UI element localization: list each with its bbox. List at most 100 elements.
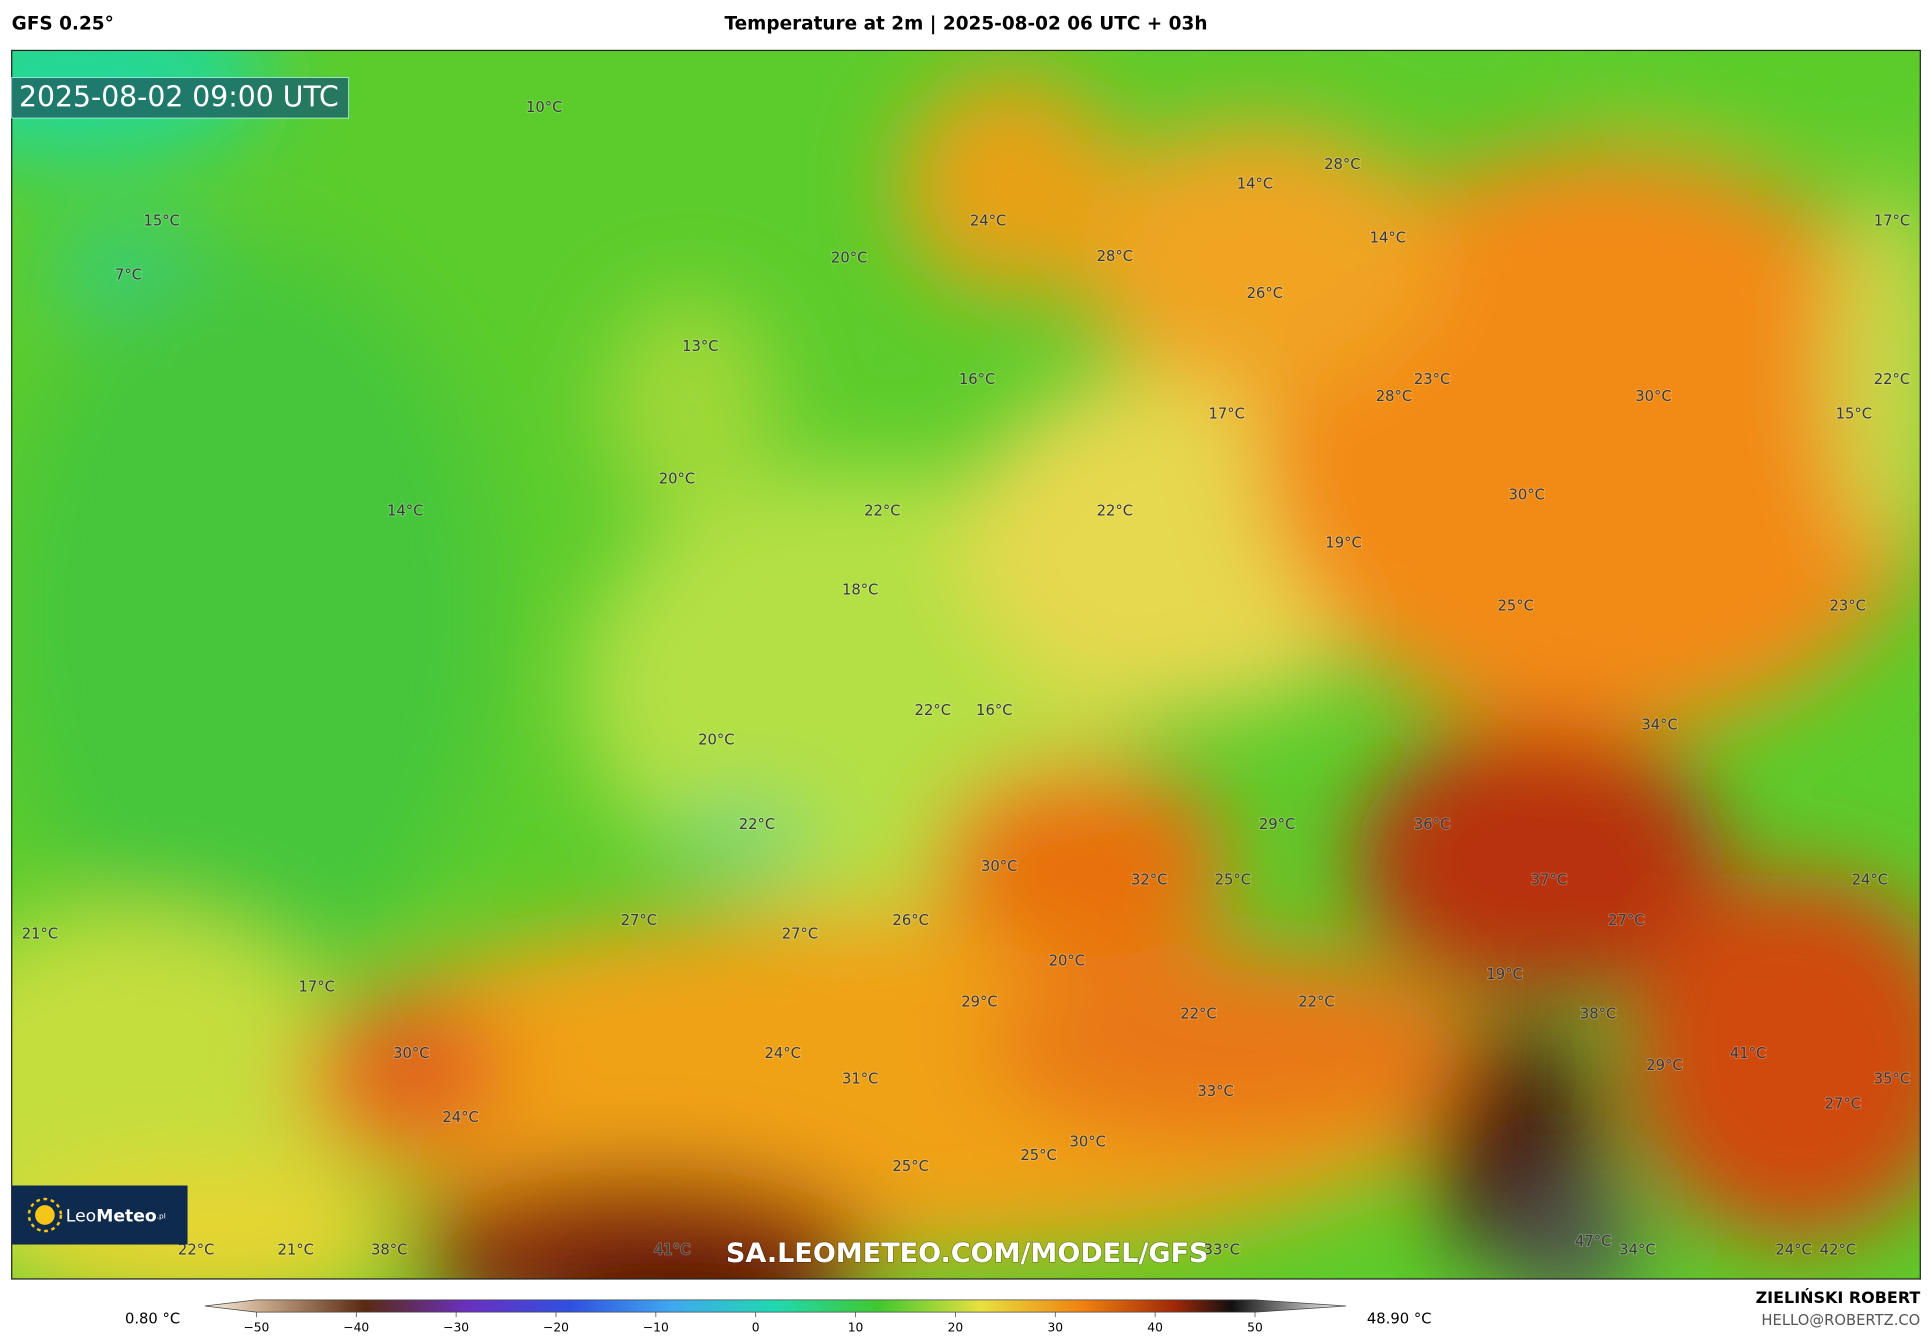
colorbar-tick-label: 50 <box>1247 1321 1263 1335</box>
temperature-zone <box>1625 873 1921 1243</box>
temperature-label: 22°C <box>1874 371 1910 388</box>
temperature-label: 47°C <box>1575 1233 1611 1250</box>
temperature-label: 27°C <box>1608 912 1644 929</box>
logo-light: Leo <box>66 1206 96 1226</box>
logo-sun <box>35 1205 55 1225</box>
temperature-zone <box>1354 725 1724 997</box>
temperature-label: 30°C <box>1509 487 1545 504</box>
temperature-label: 38°C <box>371 1242 407 1259</box>
temperature-zone <box>563 1260 794 1279</box>
map-title: Temperature at 2m | 2025-08-02 06 UTC + … <box>725 14 1208 35</box>
temperature-label: 19°C <box>1486 966 1522 983</box>
temperature-label: 15°C <box>143 212 179 229</box>
temperature-label: 25°C <box>1497 597 1533 614</box>
model-name: GFS 0.25° <box>12 14 114 35</box>
temperature-label: 33°C <box>1197 1083 1233 1100</box>
colorbar-tick-label: 20 <box>948 1321 964 1335</box>
temperature-label: 22°C <box>915 702 951 719</box>
temperature-label: 17°C <box>298 979 334 996</box>
temperature-label: 30°C <box>1070 1133 1106 1150</box>
temperature-label: 30°C <box>393 1045 429 1062</box>
colorbar-tick-label: −30 <box>443 1321 469 1335</box>
temperature-label: 22°C <box>1097 503 1133 520</box>
temperature-label: 14°C <box>1370 230 1406 247</box>
colorbar-min: 0.80 °C <box>125 1311 180 1328</box>
watermark: SA.LEOMETEO.COM/MODEL/GFS <box>726 1238 1209 1269</box>
temperature-label: 30°C <box>1635 388 1671 405</box>
temperature-zone <box>309 996 507 1144</box>
temperature-zone <box>899 73 1121 296</box>
colorbar-tick-label: 0 <box>752 1321 760 1335</box>
temperature-label: 20°C <box>831 249 867 266</box>
temperature-label: 26°C <box>892 912 928 929</box>
temperature-zone <box>604 295 777 517</box>
colorbar-tick-label: 10 <box>848 1321 864 1335</box>
temperature-label: 21°C <box>278 1242 314 1259</box>
temperature-label: 25°C <box>1020 1147 1056 1164</box>
logo-bold: Meteo <box>96 1206 157 1226</box>
temperature-label: 16°C <box>976 702 1012 719</box>
temperature-label: 41°C <box>1730 1045 1766 1062</box>
logo-suffix: .pl <box>157 1211 166 1220</box>
temperature-label: 7°C <box>115 266 142 283</box>
temperature-label: 38°C <box>1580 1006 1616 1023</box>
temperature-zone <box>1588 50 1921 123</box>
temperature-label: 32°C <box>1131 872 1167 889</box>
temperature-label: 37°C <box>1531 872 1567 889</box>
temperature-label: 22°C <box>1180 1006 1216 1023</box>
temperature-label: 19°C <box>1325 535 1361 552</box>
temperature-label: 28°C <box>1376 388 1412 405</box>
temperature-label: 23°C <box>1830 597 1866 614</box>
temperature-label: 22°C <box>864 503 900 520</box>
colorbar <box>204 1299 1347 1313</box>
temperature-label: 21°C <box>22 926 58 943</box>
temperature-label: 24°C <box>970 212 1006 229</box>
contact: HELLO@ROBERTZ.CO <box>1761 1312 1920 1329</box>
temperature-label: 15°C <box>1836 405 1872 422</box>
temperature-label: 27°C <box>782 926 818 943</box>
temperature-label: 26°C <box>1247 285 1283 302</box>
temperature-label: 24°C <box>1852 872 1888 889</box>
colorbar-tick-label: −10 <box>643 1321 669 1335</box>
temperature-label: 28°C <box>1324 156 1360 173</box>
colorbar-tick-label: −40 <box>343 1321 369 1335</box>
temperature-zone <box>1071 122 1441 394</box>
temperature-label: 14°C <box>1237 175 1273 192</box>
temperature-zone <box>1828 184 1921 554</box>
temperature-label: 25°C <box>892 1158 928 1175</box>
temperature-label: 16°C <box>959 371 995 388</box>
temperature-zone <box>665 811 814 861</box>
temperature-label: 13°C <box>682 338 718 355</box>
temperature-zone <box>936 762 1232 960</box>
timestamp-box <box>11 77 350 119</box>
temperature-label: 27°C <box>1825 1095 1861 1112</box>
temperature-label: 29°C <box>1646 1057 1682 1074</box>
temperature-label: 29°C <box>1259 816 1295 833</box>
temperature-label: 22°C <box>739 816 775 833</box>
temperature-label: 18°C <box>842 581 878 598</box>
temperature-label: 17°C <box>1874 212 1910 229</box>
temperature-zone <box>11 246 494 984</box>
colorbar-tick-label: 30 <box>1047 1321 1063 1335</box>
temperature-label: 41°C <box>654 1242 690 1259</box>
temperature-label: 24°C <box>442 1109 478 1126</box>
temperature-label: 22°C <box>178 1242 214 1259</box>
temperature-label: 29°C <box>961 993 997 1010</box>
colorbar-max: 48.90 °C <box>1367 1311 1432 1328</box>
temperature-label: 23°C <box>1414 371 1450 388</box>
temperature-label: 20°C <box>1049 953 1085 970</box>
timestamp: 2025-08-02 09:00 UTC <box>19 80 339 113</box>
temperature-label: 17°C <box>1208 405 1244 422</box>
map-frame <box>11 49 1921 1280</box>
temperature-label: 34°C <box>1641 717 1677 734</box>
temperature-label: 27°C <box>621 912 657 929</box>
temperature-label: 25°C <box>1215 872 1251 889</box>
temperature-label: 14°C <box>387 503 423 520</box>
temperature-label: 42°C <box>1820 1242 1856 1259</box>
colorbar-tick-label: −50 <box>243 1321 269 1335</box>
temperature-label: 24°C <box>1775 1242 1811 1259</box>
temperature-label: 34°C <box>1619 1242 1655 1259</box>
temperature-label: 33°C <box>1204 1242 1240 1259</box>
